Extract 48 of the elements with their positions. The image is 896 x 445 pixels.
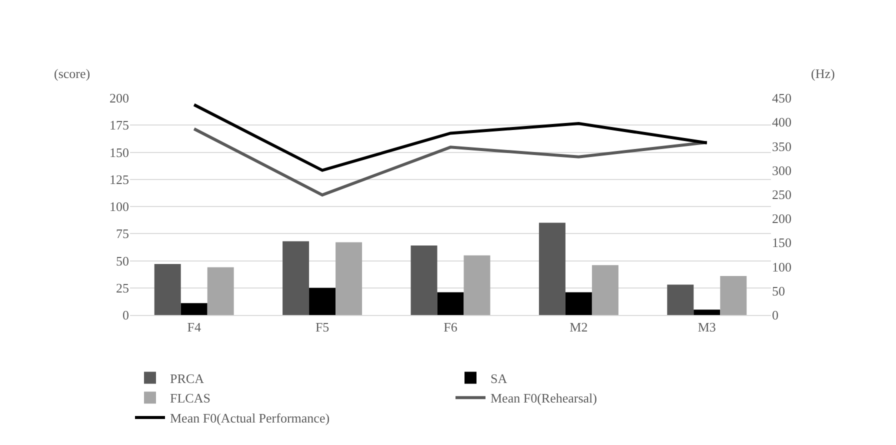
bar (282, 241, 310, 315)
bar (592, 265, 618, 315)
bar (464, 255, 490, 315)
x-tick-label: F6 (444, 320, 458, 335)
y2-axis-title: (Hz) (811, 66, 835, 81)
legend-label: Mean F0(Actual Performance) (170, 410, 330, 426)
bar (207, 267, 234, 315)
y-tick-label: 50 (116, 253, 129, 268)
bar (694, 310, 720, 315)
bar (667, 284, 694, 315)
y-tick-label: 200 (110, 90, 129, 106)
x-tick-label: M2 (570, 320, 588, 335)
legend-label: PRCA (170, 370, 205, 386)
legend-label: Mean F0(Rehearsal) (490, 390, 597, 406)
y2-tick-label: 150 (772, 235, 792, 250)
y-axis-title: (score) (54, 66, 90, 81)
line-series (192, 103, 708, 172)
line-series (192, 127, 708, 196)
y-tick-label: 0 (122, 308, 129, 323)
y-tick-label: 150 (110, 144, 129, 160)
legend-label: SA (490, 370, 508, 386)
y-tick-label: 75 (116, 226, 129, 242)
y2-tick-label: 350 (772, 138, 792, 154)
y-tick-label: 175 (110, 118, 129, 133)
y2-tick-label: 100 (772, 259, 792, 274)
bar (538, 222, 566, 315)
y2-tick-label: 250 (772, 186, 792, 202)
bar (180, 303, 208, 315)
y2-tick-label: 50 (772, 283, 785, 298)
bar (720, 276, 747, 315)
x-tick-label: F4 (187, 320, 202, 335)
x-tick-label: F5 (315, 320, 330, 335)
y2-tick-label: 400 (772, 114, 792, 130)
y-tick-label: 125 (110, 172, 129, 187)
bar (154, 264, 181, 315)
x-tick-label: M3 (698, 320, 716, 335)
bar (437, 292, 464, 315)
y2-tick-label: 300 (772, 162, 792, 178)
bar (565, 292, 592, 315)
y-tick-label: 100 (110, 199, 129, 214)
y2-tick-label: 200 (772, 211, 792, 226)
y2-tick-label: 0 (772, 308, 778, 323)
legend-label: FLCAS (170, 390, 210, 406)
y-tick-label: 25 (116, 280, 129, 296)
bar (336, 242, 362, 315)
bar (309, 288, 336, 315)
y2-tick-label: 450 (772, 90, 792, 106)
bar (410, 246, 438, 315)
